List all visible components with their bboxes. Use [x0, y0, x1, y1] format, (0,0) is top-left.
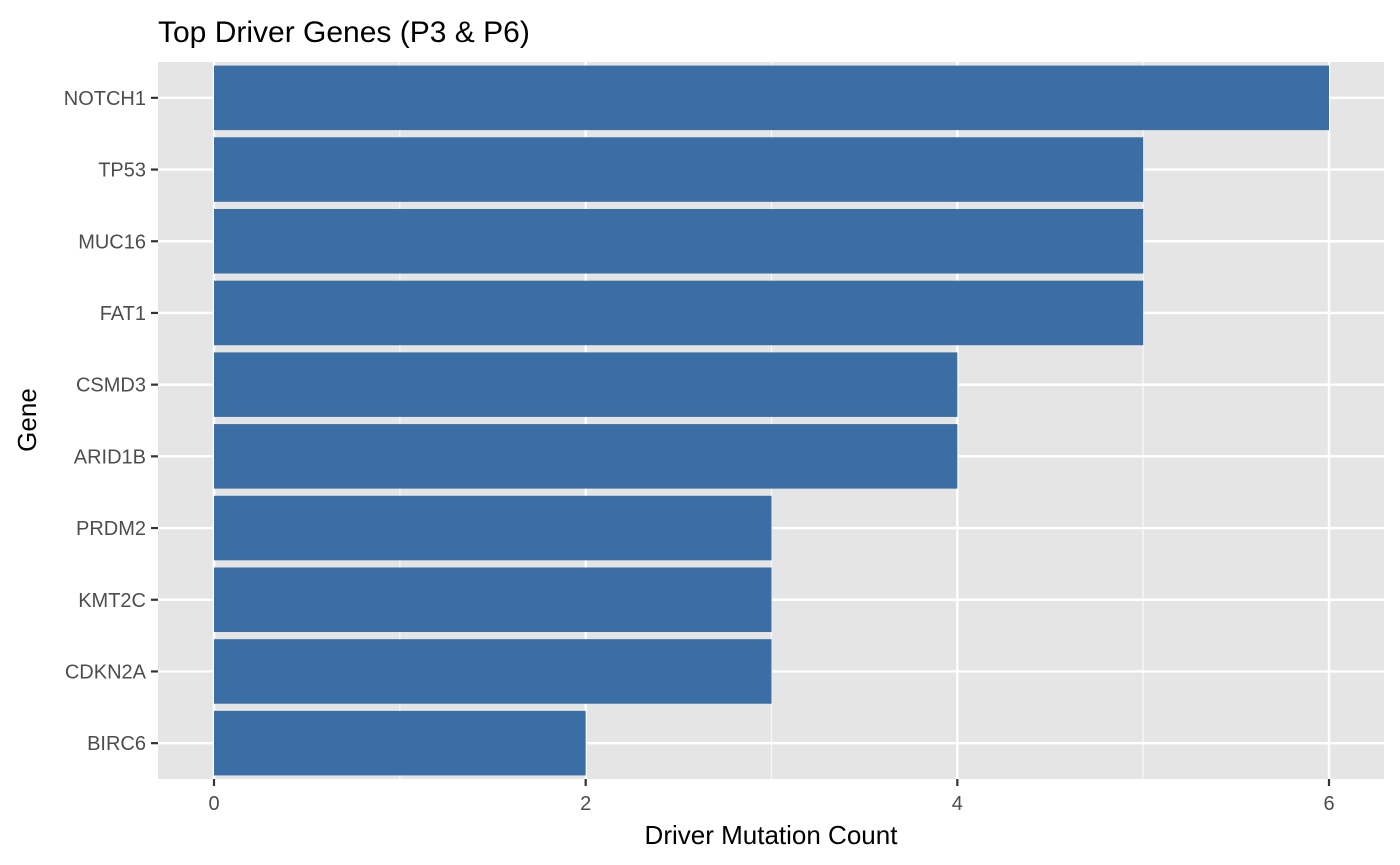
- chart-title: Top Driver Genes (P3 & P6): [158, 16, 530, 49]
- y-axis-title: Gene: [12, 388, 42, 452]
- bar-csmd3: [214, 352, 958, 417]
- bar-fat1: [214, 280, 1144, 346]
- x-tick-label: 2: [580, 793, 591, 815]
- bar-cdkn2a: [214, 639, 772, 704]
- bar-notch1: [214, 65, 1329, 131]
- y-tick-label: NOTCH1: [64, 88, 146, 110]
- bar-muc16: [214, 208, 1144, 274]
- bar-arid1b: [214, 424, 958, 489]
- y-tick-label: CDKN2A: [65, 661, 147, 683]
- y-tick-label: FAT1: [100, 303, 146, 325]
- y-tick-label: PRDM2: [76, 518, 146, 540]
- y-tick-label: BIRC6: [87, 733, 146, 755]
- y-tick-label: TP53: [98, 160, 146, 182]
- x-axis-title: Driver Mutation Count: [645, 820, 899, 850]
- bars: [214, 65, 1329, 776]
- bar-birc6: [214, 710, 586, 776]
- y-tick-label: CSMD3: [76, 375, 146, 397]
- x-tick-label: 0: [208, 793, 219, 815]
- x-tick-label: 4: [952, 793, 963, 815]
- bar-tp53: [214, 137, 1144, 202]
- y-axis: NOTCH1 TP53 MUC16 FAT1 CSMD3 ARID1B PRDM2 KMT2C…: [64, 88, 158, 755]
- y-tick-label: ARID1B: [74, 446, 146, 468]
- y-tick-label: KMT2C: [78, 590, 146, 612]
- x-axis: 0 2 4 6: [208, 779, 1335, 815]
- y-tick-label: MUC16: [78, 231, 146, 253]
- x-tick-label: 6: [1323, 793, 1334, 815]
- bar-kmt2c: [214, 567, 772, 633]
- bar-prdm2: [214, 495, 772, 561]
